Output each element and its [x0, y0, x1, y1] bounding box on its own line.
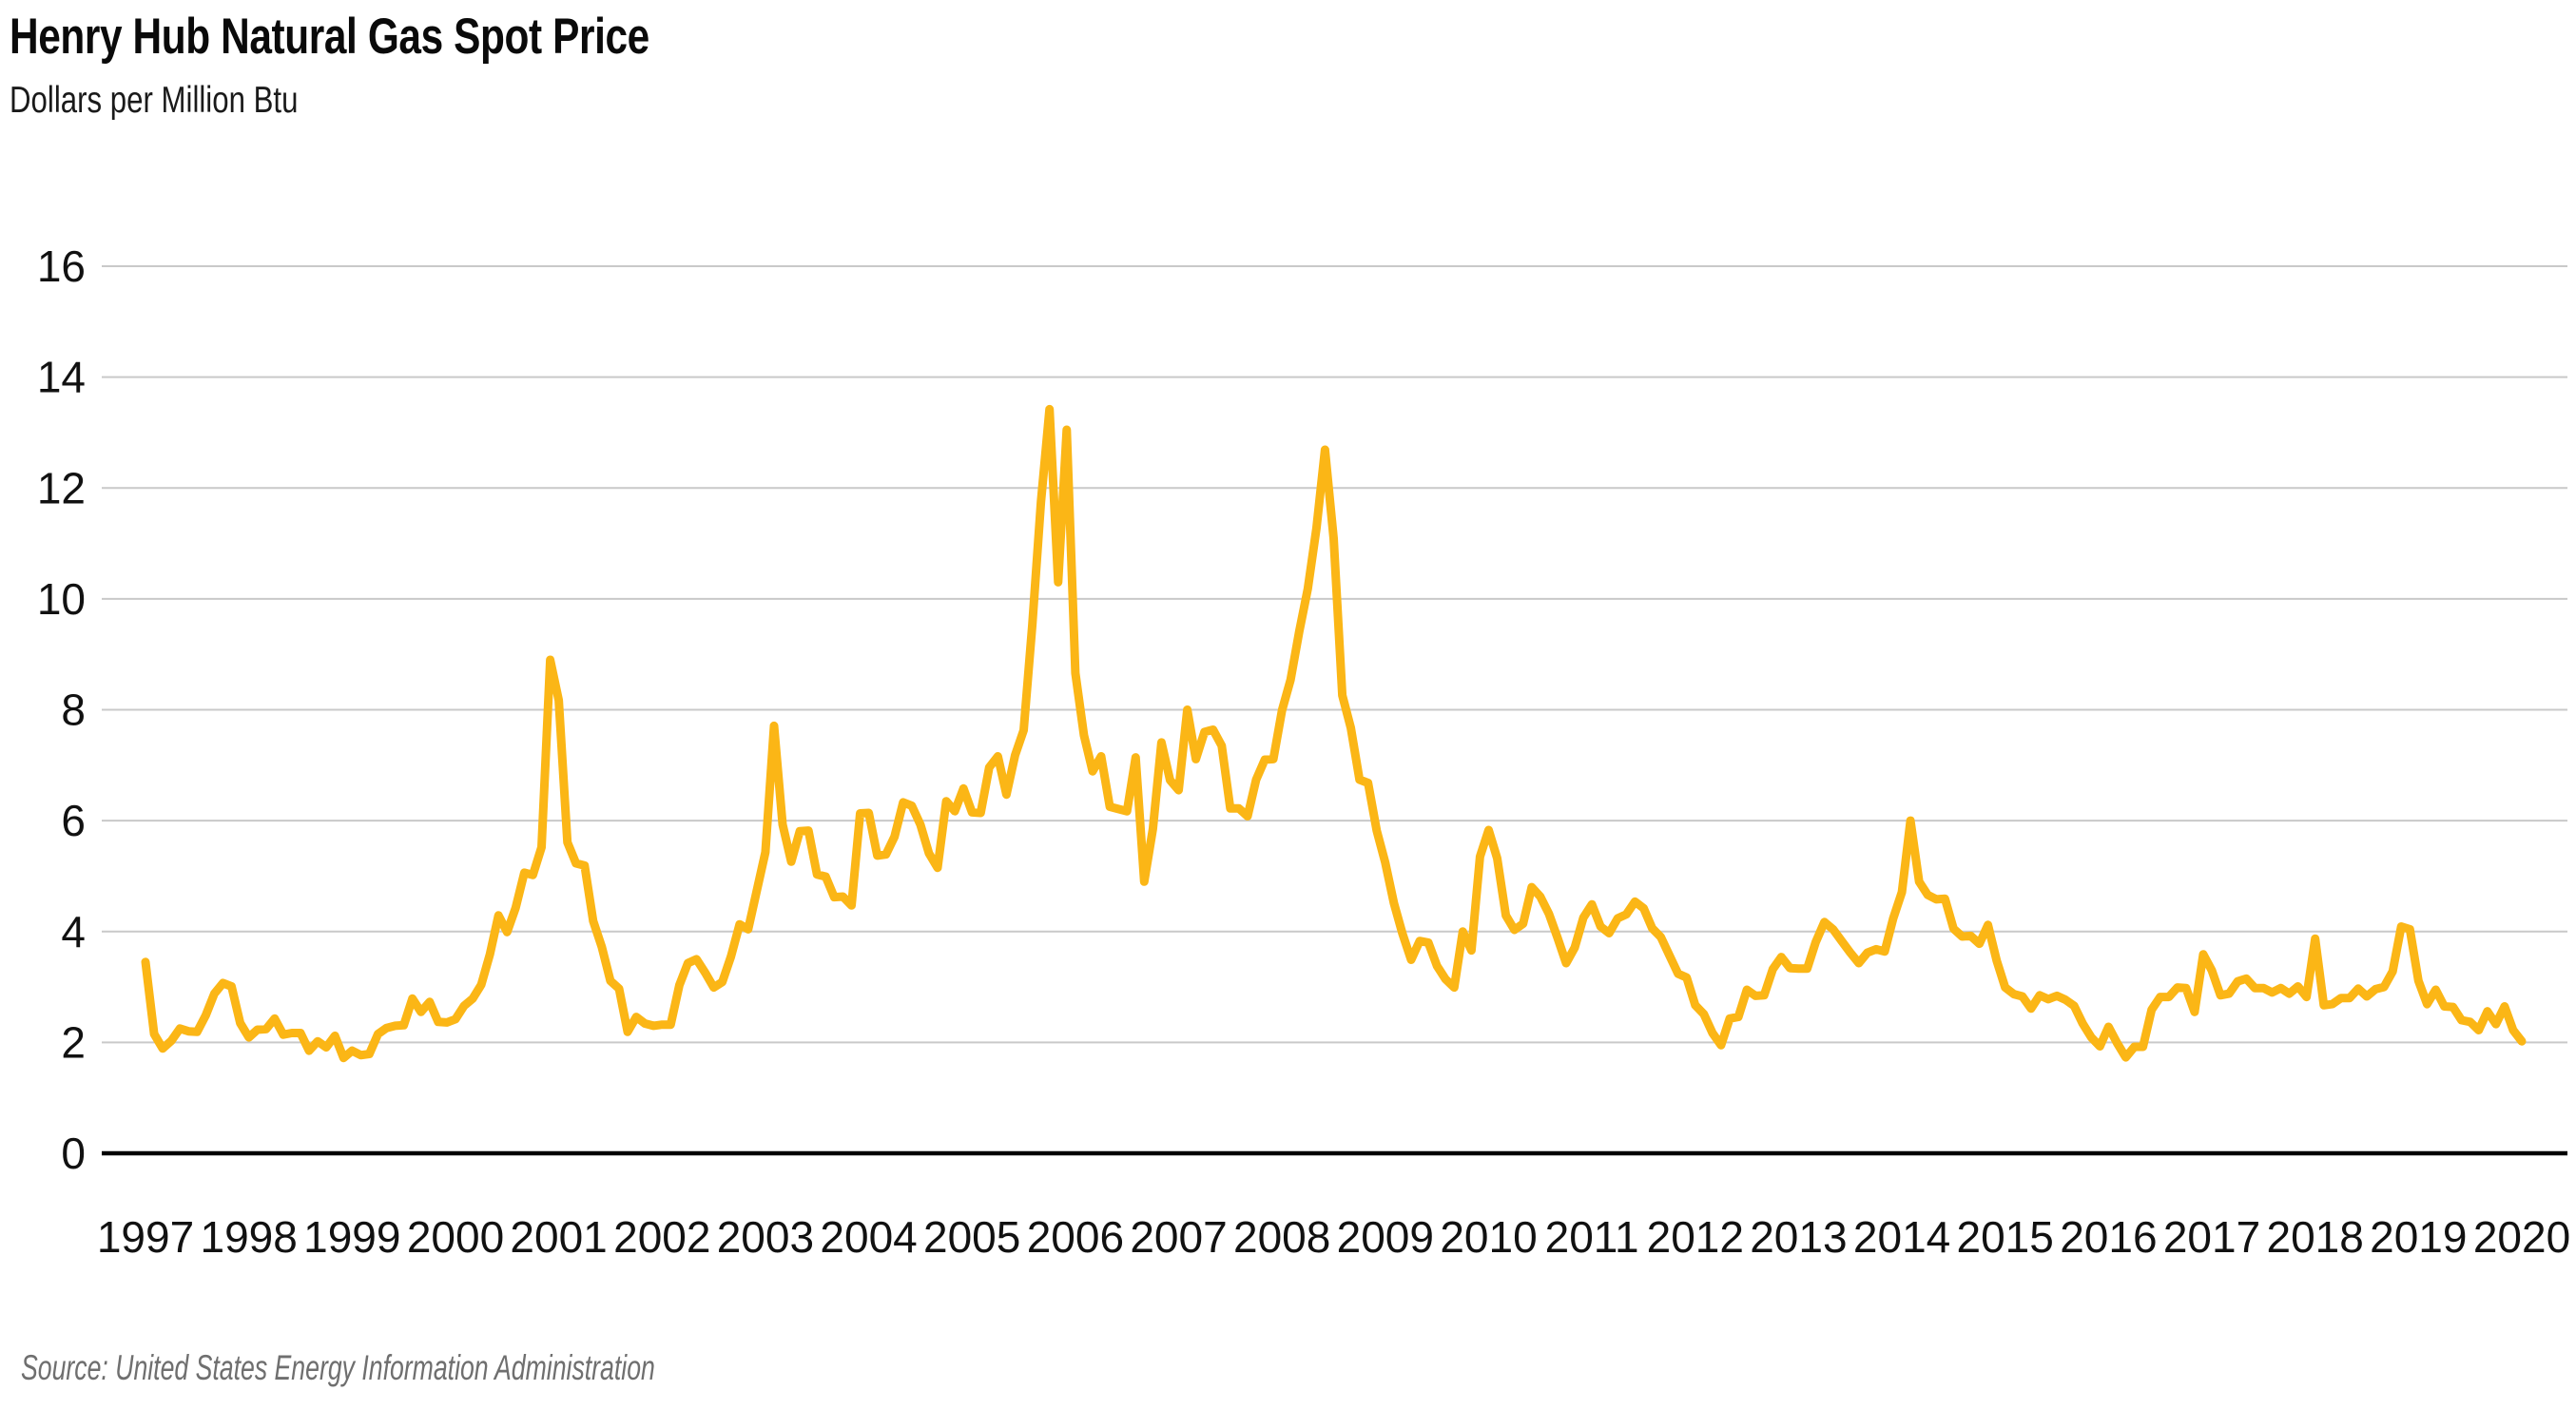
- x-tick-label-2006: 2006: [1027, 1212, 1124, 1262]
- y-tick-label-8: 8: [61, 686, 86, 735]
- y-tick-label-14: 14: [37, 353, 86, 402]
- chart-subtitle: Dollars per Million Btu: [10, 80, 299, 121]
- y-tick-label-10: 10: [37, 574, 86, 624]
- y-tick-label-16: 16: [37, 241, 86, 291]
- y-tick-label-12: 12: [37, 463, 86, 512]
- x-tick-label-2009: 2009: [1337, 1212, 1434, 1262]
- x-tick-label-2018: 2018: [2267, 1212, 2364, 1262]
- x-tick-label-2014: 2014: [1853, 1212, 1950, 1262]
- y-tick-label-6: 6: [61, 796, 86, 845]
- x-tick-label-2005: 2005: [923, 1212, 1020, 1262]
- x-tick-label-1997: 1997: [97, 1212, 194, 1262]
- x-tick-label-1999: 1999: [303, 1212, 400, 1262]
- x-tick-label-2017: 2017: [2163, 1212, 2260, 1262]
- x-tick-label-2008: 2008: [1233, 1212, 1330, 1262]
- x-tick-label-2016: 2016: [2060, 1212, 2157, 1262]
- price-line-series: [141, 404, 2527, 1063]
- x-tick-label-2013: 2013: [1750, 1212, 1847, 1262]
- source-note: Source: United States Energy Information…: [21, 1348, 655, 1387]
- x-tick-label-2001: 2001: [510, 1212, 607, 1262]
- x-tick-label-2002: 2002: [613, 1212, 710, 1262]
- x-tick-label-2020: 2020: [2473, 1212, 2570, 1262]
- x-tick-label-2012: 2012: [1647, 1212, 1744, 1262]
- x-tick-label-2003: 2003: [717, 1212, 814, 1262]
- x-tick-label-1998: 1998: [201, 1212, 298, 1262]
- x-tick-label-2010: 2010: [1440, 1212, 1537, 1262]
- y-tick-label-0: 0: [61, 1129, 86, 1178]
- x-tick-label-2007: 2007: [1130, 1212, 1227, 1262]
- x-tick-label-2011: 2011: [1545, 1212, 1639, 1262]
- y-tick-label-2: 2: [61, 1017, 86, 1067]
- x-tick-label-2015: 2015: [1957, 1212, 2054, 1262]
- x-tick-label-2019: 2019: [2370, 1212, 2467, 1262]
- chart-title: Henry Hub Natural Gas Spot Price: [10, 9, 649, 65]
- x-tick-label-2000: 2000: [407, 1212, 504, 1262]
- x-tick-label-2004: 2004: [820, 1212, 917, 1262]
- y-tick-label-4: 4: [61, 907, 86, 956]
